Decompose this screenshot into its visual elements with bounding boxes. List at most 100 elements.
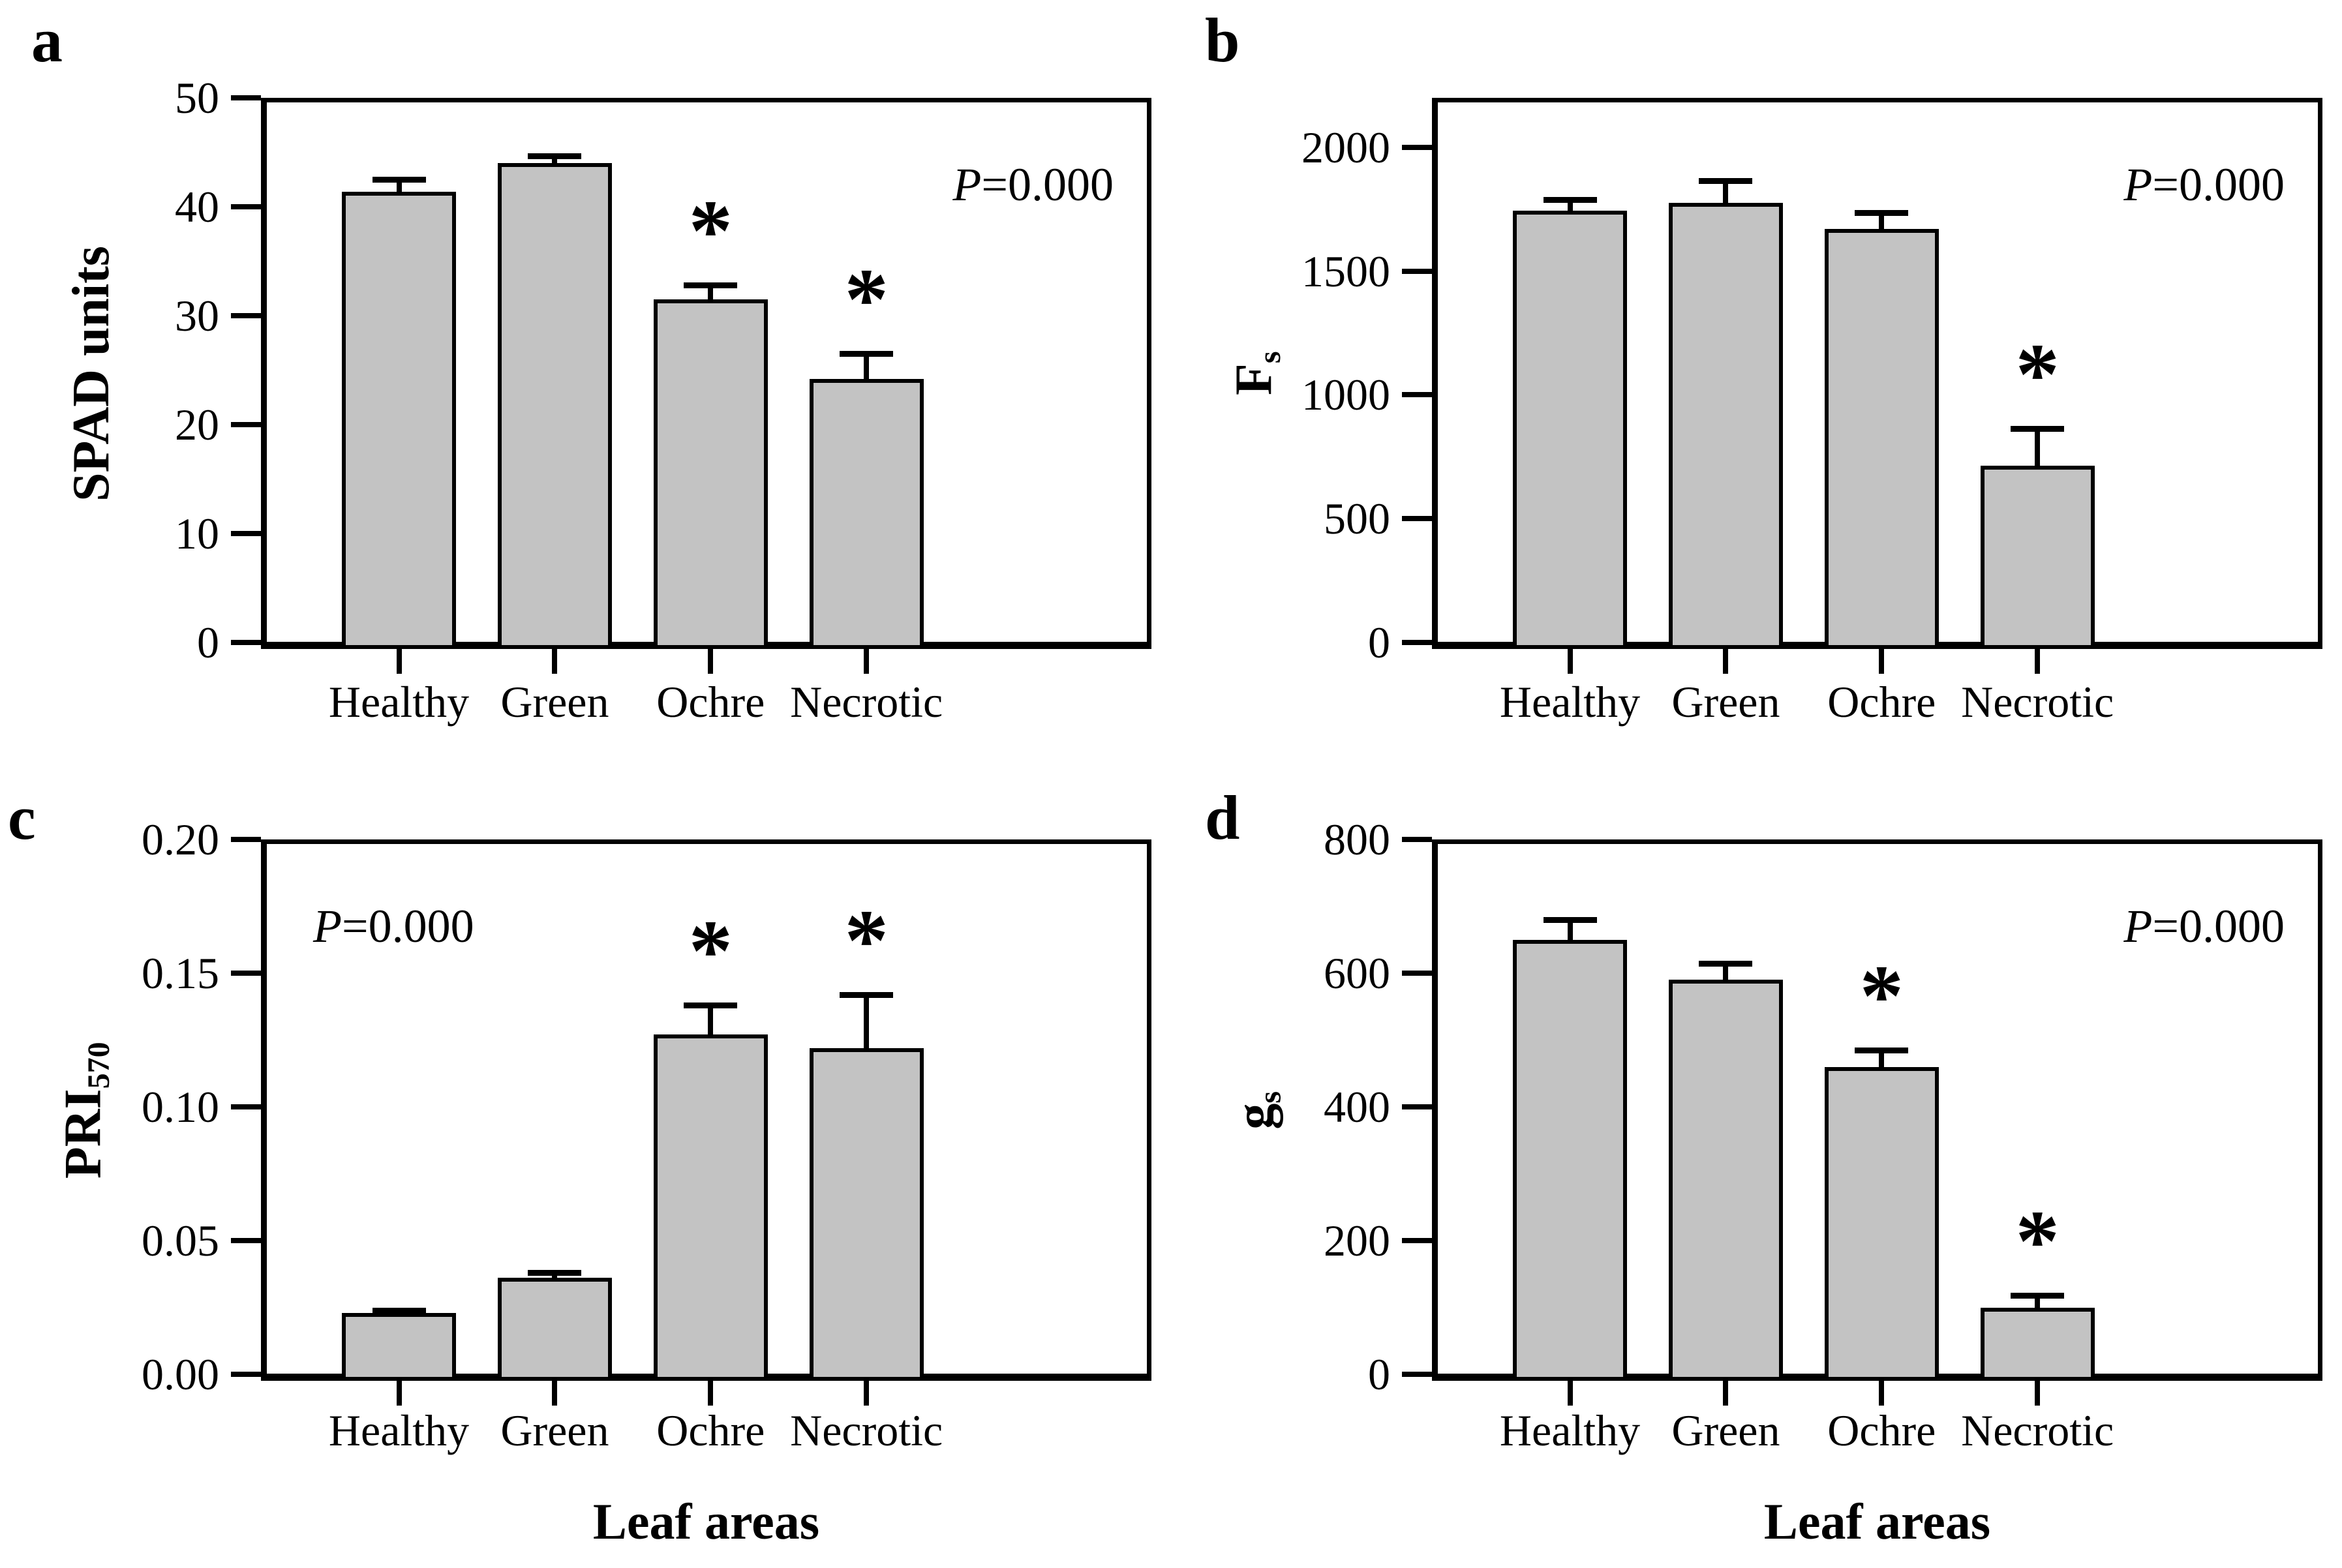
p-value-number: =0.000: [981, 158, 1114, 211]
p-value-symbol: P: [952, 158, 982, 211]
p-value-symbol: P: [2123, 158, 2153, 211]
significance-asterisk: *: [688, 903, 733, 1001]
y-axis-tick: [231, 1104, 261, 1109]
error-bar-line: [864, 354, 870, 382]
error-bar-cap: [840, 351, 894, 357]
error-bar-line: [1567, 920, 1573, 942]
significance-asterisk: *: [688, 183, 733, 280]
p-value-number: =0.000: [2152, 900, 2285, 952]
x-axis-tick: [864, 1381, 870, 1406]
category-label: Green: [1671, 677, 1780, 727]
y-tick-label: 1000: [1301, 370, 1390, 420]
y-axis-tick: [1402, 640, 1432, 645]
y-tick-label: 0: [1368, 1349, 1390, 1399]
error-bar-cap: [840, 991, 894, 998]
y-axis-tick: [1402, 1104, 1432, 1109]
y-axis-title-subscript: s: [1253, 351, 1288, 364]
y-axis-tick: [231, 837, 261, 842]
bar-ochre: [1824, 229, 1939, 649]
y-axis-title-text: SPAD units: [63, 246, 120, 502]
y-axis-tick: [231, 204, 261, 209]
category-label: Green: [500, 677, 609, 727]
x-axis-tick: [1567, 1381, 1573, 1406]
category-label: Healthy: [1499, 1406, 1641, 1455]
category-label: Ochre: [656, 1406, 765, 1455]
y-axis-tick: [231, 971, 261, 976]
y-tick-label: 0: [1368, 618, 1390, 667]
error-bar-line: [2035, 1295, 2041, 1310]
x-axis-tick: [1879, 1381, 1885, 1406]
y-tick-label: 0.20: [142, 815, 219, 864]
error-bar-line: [2035, 428, 2041, 468]
y-axis-tick: [1402, 268, 1432, 274]
y-axis-tick: [231, 640, 261, 645]
significance-asterisk: *: [2015, 1193, 2060, 1291]
p-value-annotation: P=0.000: [1432, 160, 2285, 209]
bar-healthy: [1513, 210, 1628, 649]
bar-green: [1668, 203, 1783, 649]
category-label: Ochre: [656, 677, 765, 727]
error-bar-line: [1879, 1049, 1885, 1070]
bar-ochre: [653, 1034, 768, 1381]
y-axis-tick: [1402, 971, 1432, 976]
p-value-annotation: P=0.000: [1432, 901, 2285, 951]
panel-letter: a: [31, 5, 63, 75]
x-axis-title: Leaf areas: [1763, 1493, 1991, 1550]
x-axis-tick: [552, 649, 558, 674]
y-tick-label: 0.15: [142, 948, 219, 998]
error-bar-cap: [1699, 178, 1753, 185]
y-axis-tick: [231, 531, 261, 536]
error-bar-line: [1723, 181, 1729, 206]
x-axis-tick: [708, 649, 714, 674]
bar-healthy: [342, 191, 457, 649]
p-value-symbol: P: [313, 900, 342, 952]
y-axis-tick: [1402, 1372, 1432, 1377]
y-axis-tick: [231, 1238, 261, 1243]
y-tick-label: 400: [1324, 1082, 1390, 1132]
y-tick-label: 600: [1324, 948, 1390, 998]
panel-b: b 0 500 1000 1500 2000 Fs Healthy Green Ochre * Nec…: [1171, 0, 2342, 784]
y-axis-tick: [1402, 1238, 1432, 1243]
error-bar-line: [396, 179, 402, 194]
y-tick-label: 0.05: [142, 1216, 219, 1265]
x-axis-tick: [864, 649, 870, 674]
error-bar-cap: [1699, 960, 1753, 967]
y-tick-label: 0.10: [142, 1082, 219, 1132]
p-value-annotation: P=0.000: [261, 160, 1114, 209]
category-label: Ochre: [1827, 1406, 1936, 1455]
y-tick-label: 1500: [1301, 246, 1390, 296]
x-axis-tick: [552, 1381, 558, 1406]
category-label: Necrotic: [790, 1406, 943, 1455]
category-label: Ochre: [1827, 677, 1936, 727]
x-axis-tick: [1879, 649, 1885, 674]
y-axis-tick: [1402, 392, 1432, 398]
x-axis-tick: [2035, 649, 2041, 674]
y-axis-title: SPAD units: [0, 98, 183, 649]
significance-asterisk: *: [2015, 325, 2060, 423]
y-tick-label: 30: [175, 291, 219, 340]
error-bar-line: [864, 994, 870, 1051]
y-tick-label: 0.00: [142, 1349, 219, 1399]
bar-necrotic: [1980, 465, 2095, 649]
panel-a: a 0 10 20 30 40 50 SPAD units Healthy Green * Ochre…: [0, 0, 1171, 784]
error-bar-line: [708, 285, 714, 302]
category-label: Necrotic: [1961, 677, 2114, 727]
x-axis-title: Leaf areas: [592, 1493, 820, 1550]
bar-healthy: [1513, 939, 1628, 1381]
error-bar-cap: [1543, 196, 1597, 203]
panel-c: c 0.00 0.05 0.10 0.15 0.20 PRI570 Healthy Green *…: [0, 784, 1171, 1568]
x-axis-tick: [708, 1381, 714, 1406]
error-bar-cap: [1855, 1047, 1909, 1053]
error-bar-line: [1879, 213, 1885, 232]
error-bar-cap: [1855, 210, 1909, 217]
bar-green: [497, 1278, 612, 1381]
bar-necrotic: [1980, 1307, 2095, 1381]
y-axis-tick: [1402, 516, 1432, 522]
panel-letter: b: [1205, 5, 1240, 75]
error-bar-line: [552, 155, 558, 166]
y-tick-label: 800: [1324, 815, 1390, 864]
error-bar-cap: [1543, 917, 1597, 923]
category-label: Healthy: [328, 677, 470, 727]
category-label: Healthy: [1499, 677, 1641, 727]
